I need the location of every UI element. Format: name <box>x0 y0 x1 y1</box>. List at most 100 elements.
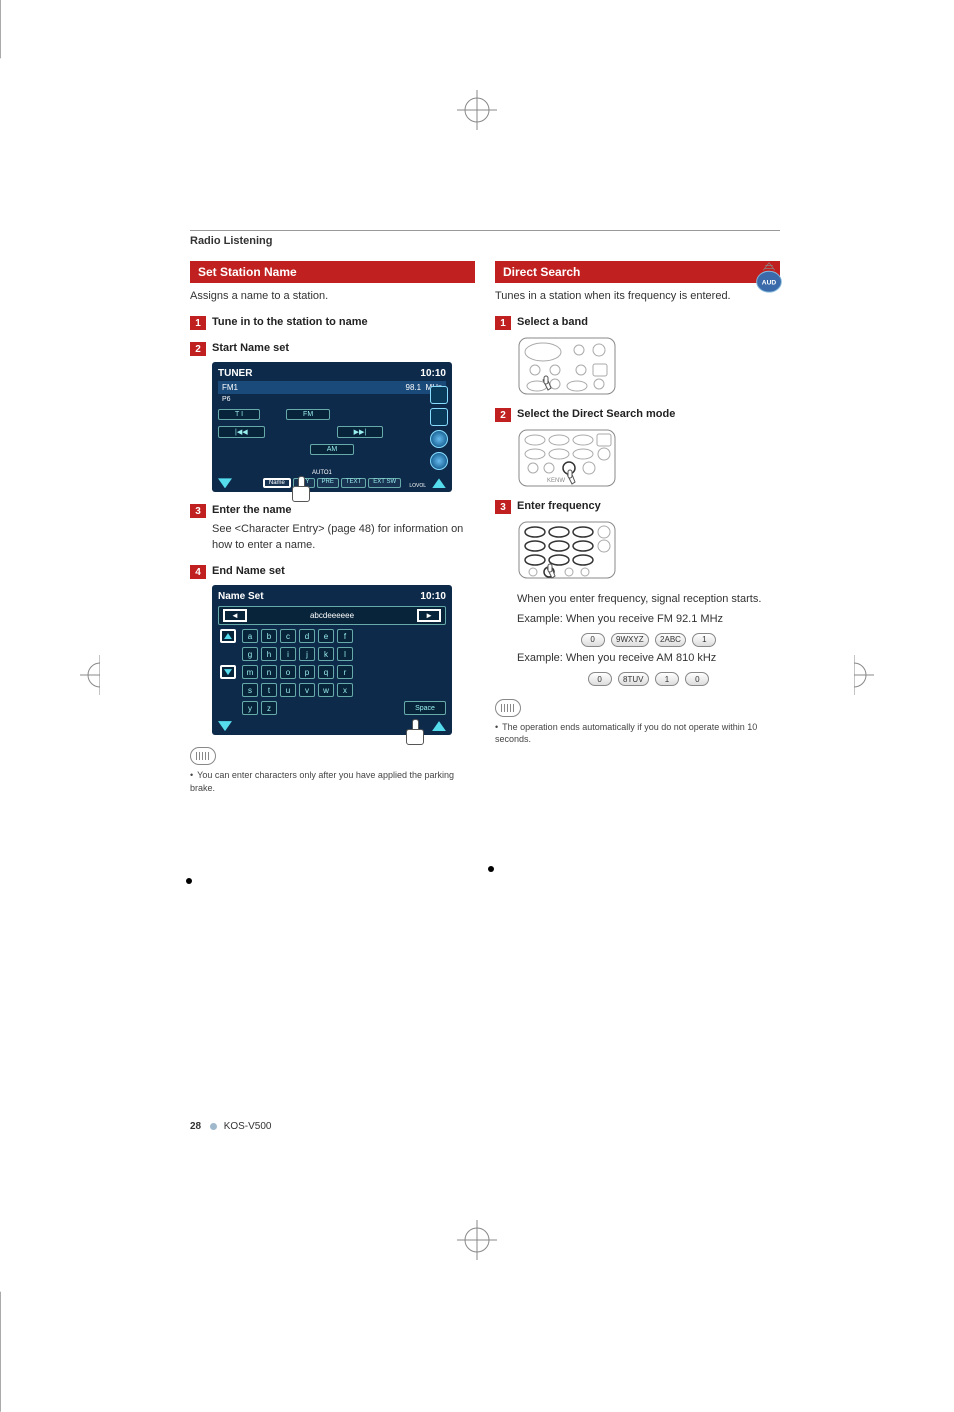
left-column: Set Station Name Assigns a name to a sta… <box>190 261 475 794</box>
tuner-btn-am[interactable]: AM <box>310 444 355 455</box>
pill-fm-0: 0 <box>581 633 605 647</box>
tuner-foot-pty[interactable]: PTY <box>293 478 315 488</box>
right-column: Direct Search AUD Tunes in a station whe… <box>495 261 780 794</box>
tuner-preset: P6 <box>222 396 446 403</box>
nameset-key-t[interactable]: t <box>261 683 277 697</box>
remote-diagram-2: KENW <box>517 428 617 488</box>
tuner-foot-text[interactable]: TEXT <box>341 478 366 488</box>
registration-mark-bottom <box>457 1220 497 1260</box>
nameset-key-c[interactable]: c <box>280 629 296 643</box>
remote-diagram-3 <box>517 520 617 580</box>
tuner-icon-2[interactable] <box>430 408 448 426</box>
section-title-set-name: Set Station Name <box>190 261 475 283</box>
pill-fm-2: 2ABC <box>655 633 686 647</box>
pill-am-1: 8TUV <box>618 672 648 686</box>
corner-mark-tl <box>0 0 120 102</box>
nameset-key-a[interactable]: a <box>242 629 258 643</box>
pill-am-0: 0 <box>588 672 612 686</box>
nameset-key-s[interactable]: s <box>242 683 258 697</box>
nameset-key-j[interactable]: j <box>299 647 315 661</box>
nameset-scroll-down-icon[interactable] <box>218 721 232 731</box>
nameset-space-key[interactable]: Space <box>404 701 446 715</box>
r-step-number-1: 1 <box>495 316 511 330</box>
margin-dot <box>186 878 192 884</box>
nameset-key-v[interactable]: v <box>299 683 315 697</box>
page-number: 28 <box>190 1121 201 1132</box>
tuner-btn-ti[interactable]: T I <box>218 409 260 420</box>
step-number-2: 2 <box>190 342 206 356</box>
step-3-body: See <Character Entry> (page 48) for info… <box>212 522 475 553</box>
pill-fm-1: 9WXYZ <box>611 633 649 647</box>
tuner-icon-4[interactable] <box>430 452 448 470</box>
margin-dot <box>488 866 494 872</box>
page-footer: 28 KOS-V500 <box>190 1121 272 1132</box>
nameset-key-l[interactable]: l <box>337 647 353 661</box>
step-number-1: 1 <box>190 316 206 330</box>
tuner-btn-prev[interactable]: |◀◀ <box>218 426 265 438</box>
nameset-key-b[interactable]: b <box>261 629 277 643</box>
nameset-key-x[interactable]: x <box>337 683 353 697</box>
scroll-down-icon[interactable] <box>218 478 232 488</box>
nameset-arrow-up[interactable] <box>220 629 236 643</box>
nameset-key-o[interactable]: o <box>280 665 296 679</box>
r-step3-text2: Example: When you receive FM 92.1 MHz <box>517 612 780 627</box>
nameset-key-m[interactable]: m <box>242 665 258 679</box>
nameset-time: 10:10 <box>420 591 446 602</box>
pill-am-2: 1 <box>655 672 679 686</box>
nameset-scroll-up-icon[interactable] <box>432 721 446 731</box>
tuner-screenshot: TUNER 10:10 FM1 98.1 MHz P6 T I FM |◀◀ ▶… <box>212 362 452 492</box>
nameset-title: Name Set <box>218 591 264 602</box>
nameset-arrow-down[interactable] <box>220 665 236 679</box>
tuner-band: FM1 <box>222 383 238 392</box>
step-label-4: End Name set <box>212 565 285 577</box>
nameset-key-z[interactable]: z <box>261 701 277 715</box>
nameset-key-u[interactable]: u <box>280 683 296 697</box>
tuner-foot-pre[interactable]: PRE <box>317 478 339 488</box>
pill-am-3: 0 <box>685 672 709 686</box>
nameset-input-left[interactable]: ◄ <box>223 609 247 622</box>
nameset-key-g[interactable]: g <box>242 647 258 661</box>
step-label-1: Tune in to the station to name <box>212 316 368 328</box>
tuner-icon-3[interactable] <box>430 430 448 448</box>
right-note: •The operation ends automatically if you… <box>495 721 780 746</box>
tuner-time: 10:10 <box>420 368 446 379</box>
tuner-foot-lovol: LOVOL <box>409 483 426 489</box>
pill-fm-3: 1 <box>692 633 716 647</box>
section-title-direct-search: Direct Search <box>495 261 780 283</box>
tuner-btn-next[interactable]: ▶▶| <box>337 426 384 438</box>
nameset-key-i[interactable]: i <box>280 647 296 661</box>
step-number-4: 4 <box>190 565 206 579</box>
step-number-3: 3 <box>190 504 206 518</box>
scroll-up-icon[interactable] <box>432 478 446 488</box>
nameset-key-n[interactable]: n <box>261 665 277 679</box>
nameset-key-w[interactable]: w <box>318 683 334 697</box>
nameset-key-y[interactable]: y <box>242 701 258 715</box>
tuner-icon-1[interactable] <box>430 386 448 404</box>
tuner-foot-auto: AUTO1 <box>312 470 332 476</box>
aud-badge-icon: AUD <box>750 257 788 295</box>
nameset-key-d[interactable]: d <box>299 629 315 643</box>
svg-text:KENW: KENW <box>547 478 565 484</box>
tuner-btn-fm[interactable]: FM <box>286 409 330 420</box>
footer-model: KOS-V500 <box>224 1121 272 1132</box>
nameset-key-f[interactable]: f <box>337 629 353 643</box>
tuner-foot-ext[interactable]: EXT SW <box>368 478 401 488</box>
tuner-title: TUNER <box>218 368 252 379</box>
svg-text:AUD: AUD <box>762 280 777 287</box>
nameset-key-q[interactable]: q <box>318 665 334 679</box>
nameset-key-e[interactable]: e <box>318 629 334 643</box>
registration-mark-right <box>834 655 874 695</box>
page-header: Radio Listening <box>190 230 780 247</box>
nameset-key-k[interactable]: k <box>318 647 334 661</box>
r-step-number-3: 3 <box>495 500 511 514</box>
nameset-input-text: abcdeeeeee <box>310 611 354 620</box>
nameset-key-h[interactable]: h <box>261 647 277 661</box>
nameset-key-r[interactable]: r <box>337 665 353 679</box>
r-step3-text3: Example: When you receive AM 810 kHz <box>517 651 780 666</box>
nameset-key-p[interactable]: p <box>299 665 315 679</box>
tuner-foot-name[interactable]: Name <box>263 478 291 488</box>
nameset-input-right[interactable]: ► <box>417 609 441 622</box>
note-icon <box>495 699 521 717</box>
footer-dot-icon <box>210 1123 217 1130</box>
tuner-freq: 98.1 <box>406 383 422 392</box>
